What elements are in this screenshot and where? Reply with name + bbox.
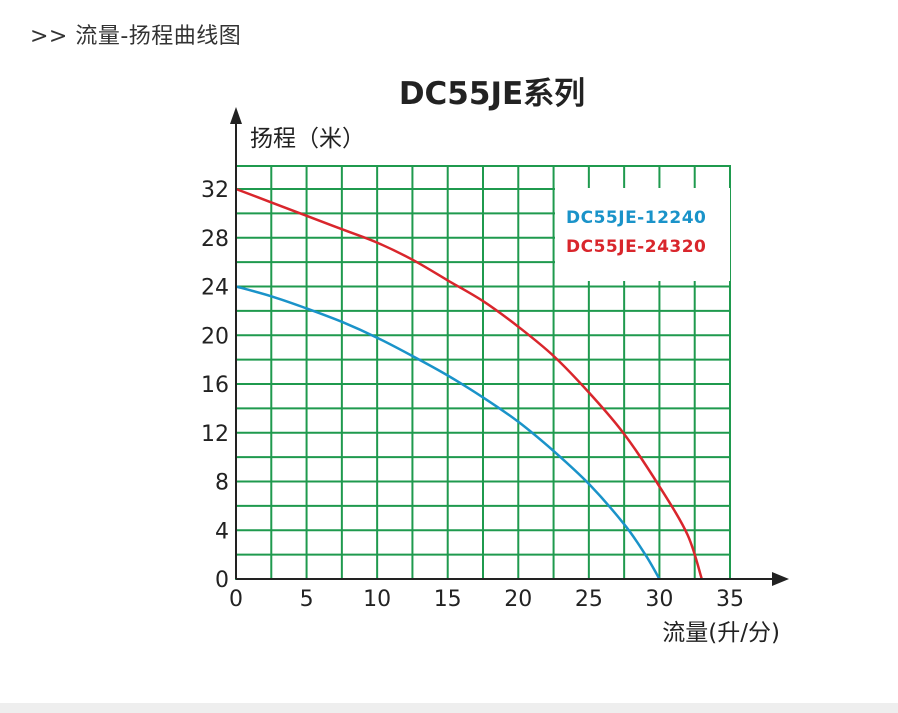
x-tick-label: 30 (645, 587, 673, 612)
y-tick-label: 4 (215, 519, 229, 544)
series-line-2 (235, 187, 703, 580)
y-tick-label: 12 (201, 422, 229, 447)
y-tick-label: 8 (215, 471, 229, 496)
axes-layer (230, 107, 789, 586)
y-axis-label: 扬程（米） (250, 126, 365, 152)
x-axis-label: 流量(升/分) (662, 620, 780, 646)
y-tick-label: 28 (201, 227, 229, 252)
y-tick-labels: 0 4 8 12 16 20 24 28 32 (201, 178, 229, 593)
y-tick-label: 0 (215, 568, 229, 593)
y-tick-label: 32 (201, 178, 229, 203)
x-tick-label: 35 (716, 587, 744, 612)
legend-entry-2: DC55JE-24320 (566, 237, 706, 257)
section-header: >> 流量-扬程曲线图 (30, 24, 242, 49)
x-axis-arrow (772, 572, 789, 586)
legend-box (555, 188, 730, 281)
y-tick-label: 20 (201, 324, 229, 349)
series-line-1 (235, 285, 661, 580)
x-tick-label: 15 (434, 587, 462, 612)
y-tick-label: 24 (201, 276, 229, 301)
x-tick-label: 25 (575, 587, 603, 612)
x-tick-label: 5 (300, 587, 314, 612)
y-axis-arrow (230, 107, 242, 124)
legend: DC55JE-12240 DC55JE-24320 (566, 208, 706, 257)
bottom-band (0, 703, 898, 713)
chart-title: DC55JE系列 (399, 76, 585, 112)
series-layer (235, 187, 703, 580)
x-tick-labels: 0 5 10 15 20 25 30 35 (229, 587, 744, 612)
y-tick-label: 16 (201, 373, 229, 398)
legend-entry-1: DC55JE-12240 (566, 208, 706, 228)
x-tick-label: 0 (229, 587, 243, 612)
x-tick-label: 10 (363, 587, 391, 612)
x-tick-label: 20 (504, 587, 532, 612)
